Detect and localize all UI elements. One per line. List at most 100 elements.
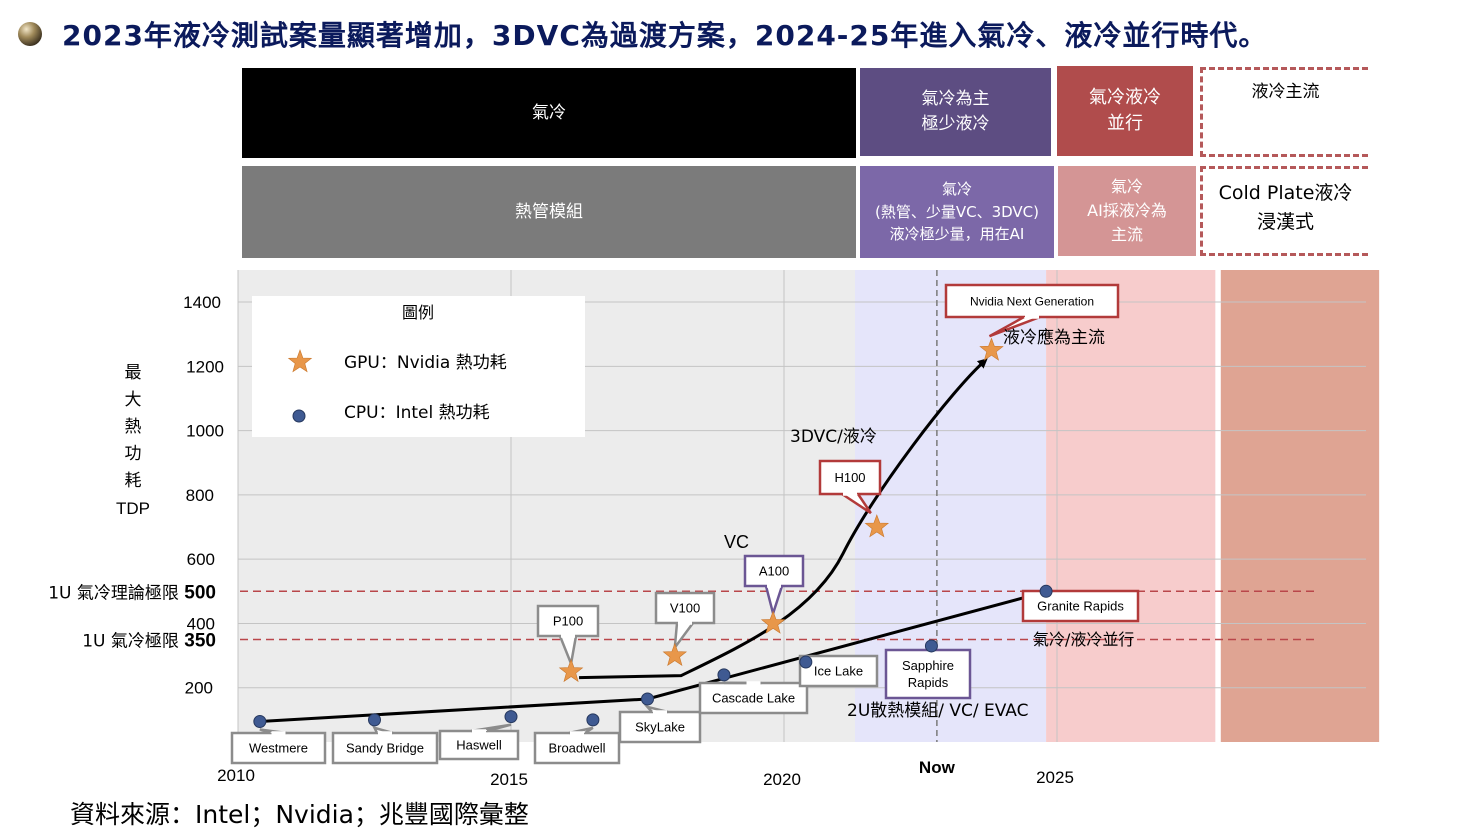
- band-line: Cold Plate液冷: [1218, 182, 1353, 204]
- callout-box: [798, 654, 879, 688]
- band-line: 並行: [1107, 113, 1143, 134]
- callout-sapphire-rapids: Sapphire Rapids: [884, 648, 972, 700]
- y-axis-label-char: 最: [124, 363, 142, 383]
- x-tick-label: 2015: [490, 770, 528, 789]
- band-heat-pipe: 熱管模組: [242, 166, 856, 258]
- callout-label: Broadwell: [548, 741, 605, 756]
- cpu-point: [924, 639, 938, 653]
- band-air-mostly: 氣冷為主 極少液冷: [860, 68, 1051, 156]
- band-line: 氣冷: [532, 102, 566, 123]
- band-air-heatpipe-vc: 氣冷 (熱管、少量VC、3DVC) 液冷極少量，用在AI: [860, 166, 1054, 258]
- callout-pointer: [988, 315, 1041, 338]
- callout-broadwell: Broadwell: [533, 726, 621, 765]
- limit-label-text: 1U 氣冷理論極限: [48, 583, 184, 603]
- annotation-vc: VC: [724, 532, 749, 552]
- band-liquid-main: 液冷主流: [1200, 67, 1368, 157]
- callout-label: Sapphire: [902, 658, 954, 673]
- x-tick-label: 2010: [217, 766, 255, 785]
- callout-sandy-bridge: Sandy Bridge: [331, 725, 439, 765]
- callout-skylake: SkyLake: [618, 704, 702, 744]
- legend-box: [252, 296, 585, 437]
- band-line: 氣冷液冷: [1089, 86, 1161, 108]
- limit-label-text: 1U 氣冷極限: [82, 632, 184, 652]
- callout-a100: A100: [743, 554, 805, 618]
- callout-label: Rapids: [908, 675, 949, 690]
- callout-h100: H100: [818, 459, 882, 515]
- band-line: 氣冷: [1110, 177, 1143, 196]
- band-line: (熱管、少量VC、3DVC): [874, 202, 1039, 221]
- y-tick-label: 800: [186, 486, 214, 505]
- limit-label-value: 350: [184, 631, 216, 652]
- callout-p100: P100: [536, 604, 600, 669]
- callout-cascade-lake: Cascade Lake: [698, 681, 809, 715]
- callout-label: A100: [759, 564, 789, 579]
- annotation-evac: 2U散熱模組/ VC/ EVAC: [847, 701, 1029, 721]
- gpu-point: [979, 337, 1004, 361]
- legend-gpu: GPU：Nvidia 熱功耗: [344, 353, 507, 373]
- callout-label: Haswell: [456, 738, 502, 753]
- callout-nvidia-next: Nvidia Next Generation: [944, 283, 1120, 338]
- title-row: 2023年液冷測試案量顯著增加，3DVC為過渡方案，2024-25年進入氣冷、液…: [18, 12, 1267, 56]
- cpu-point: [799, 655, 813, 669]
- y-axis-label-char: TDP: [116, 499, 150, 518]
- bullet-icon: [18, 22, 42, 46]
- y-axis-label-char: 大: [124, 390, 142, 410]
- cpu-point: [586, 713, 600, 727]
- y-axis-label-char: 熱: [124, 417, 142, 437]
- gpu-point: [864, 514, 890, 538]
- band-line: 液冷極少量，用在AI: [889, 225, 1025, 244]
- callout-label: P100: [553, 614, 583, 629]
- limit-label: 1U 氣冷極限 350: [82, 631, 216, 652]
- annotation-liquid-main: 液冷應為主流: [1003, 327, 1105, 348]
- callout-box: [944, 283, 1120, 319]
- y-axis-label: 最 大 熱 功 耗 TDP: [112, 360, 154, 522]
- band-line: AI採液冷為: [1087, 201, 1167, 220]
- legend-title: 圖例: [402, 303, 434, 322]
- callout-granite-rapids: Granite Rapids: [1021, 589, 1140, 623]
- cpu-point: [253, 714, 267, 728]
- band-line: 浸漢式: [1256, 211, 1314, 234]
- band-air-liquid-coexist: 氣冷液冷 並行: [1057, 66, 1193, 156]
- band-line: 熱管模組: [515, 201, 583, 222]
- phase-band: [1220, 270, 1380, 742]
- phase-band: [1046, 270, 1216, 742]
- x-tick-label: 2025: [1036, 768, 1074, 787]
- star-icon: [287, 349, 313, 373]
- legend-cpu: CPU：Intel 熱功耗: [344, 403, 490, 423]
- gpu-trend-arrow: [579, 358, 988, 680]
- callout-box: [618, 710, 702, 744]
- annotation-coexist: 氣冷/液冷並行: [1033, 630, 1134, 649]
- callout-label: H100: [834, 470, 865, 485]
- limit-label: 1U 氣冷理論極限 500: [48, 582, 216, 603]
- y-tick-label: 400: [187, 614, 215, 633]
- band-line: 氣冷: [941, 180, 972, 199]
- now-label: Now: [919, 758, 956, 777]
- band-ai-liquid: 氣冷 AI採液冷為 主流: [1058, 166, 1196, 256]
- callout-label: SkyLake: [635, 720, 685, 735]
- y-tick-label: 1000: [186, 422, 224, 441]
- callout-v100: V100: [654, 591, 716, 652]
- callout-label: Nvidia Next Generation: [970, 294, 1094, 308]
- y-tick-label: 1200: [186, 357, 224, 376]
- source-note: 資料來源：Intel；Nvidia；兆豐國際彙整: [70, 800, 529, 829]
- y-tick-label: 1400: [183, 293, 221, 312]
- gpu-point: [760, 610, 786, 634]
- callout-box: [536, 604, 600, 638]
- cpu-point: [717, 668, 731, 682]
- band-line: 氣冷為主: [921, 89, 990, 110]
- callout-box: [818, 459, 882, 496]
- callout-label: Ice Lake: [814, 664, 863, 679]
- band-air-cooling: 氣冷: [242, 68, 856, 158]
- gpu-point: [662, 642, 688, 666]
- band-cold-plate: Cold Plate液冷 浸漢式: [1200, 166, 1368, 256]
- gpu-point: [558, 658, 584, 683]
- band-line: 極少液冷: [921, 114, 990, 134]
- x-tick-label: 2020: [763, 770, 801, 789]
- callout-label: V100: [670, 601, 700, 616]
- cpu-point: [504, 710, 518, 724]
- cpu-point: [641, 692, 654, 706]
- y-tick-label: 200: [185, 679, 213, 698]
- callout-pointer: [841, 492, 872, 515]
- callout-box: [884, 648, 972, 700]
